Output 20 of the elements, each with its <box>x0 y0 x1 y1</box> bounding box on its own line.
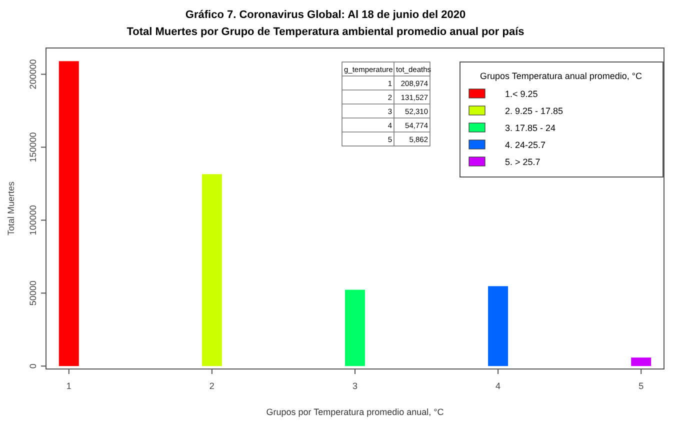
x-tick-label: 3 <box>352 381 358 391</box>
y-tick-label: 200000 <box>28 59 38 90</box>
legend-label: 5. > 25.7 <box>505 157 540 167</box>
y-tick-label: 50000 <box>28 280 38 306</box>
legend-label: 2. 9.25 - 17.85 <box>505 106 564 116</box>
y-tick-label: 0 <box>28 364 38 369</box>
x-tick-label: 4 <box>496 381 501 391</box>
chart-title: Gráfico 7. Coronavirus Global: Al 18 de junio del 2020 <box>185 9 466 21</box>
y-axis-title: Total Muertes <box>6 180 16 236</box>
chart-subtitle: Total Muertes por Grupo de Temperatura ambiental promedio anual por país <box>126 26 524 38</box>
legend-title: Grupos Temperatura anual promedio, °C <box>480 71 642 81</box>
legend-label: 1.< 9.25 <box>505 89 538 99</box>
x-axis-title: Grupos por Temperatura promedio anual, °C <box>266 407 444 417</box>
y-tick-label: 100000 <box>28 205 38 236</box>
legend-label: 4. 24-25.7 <box>505 140 546 150</box>
x-tick-label: 5 <box>638 381 644 391</box>
x-tick-label: 2 <box>209 381 214 391</box>
x-tick-label: 1 <box>66 381 72 391</box>
legend-label: 3. 17.85 - 24 <box>505 123 556 133</box>
y-tick-label: 150000 <box>28 132 38 162</box>
